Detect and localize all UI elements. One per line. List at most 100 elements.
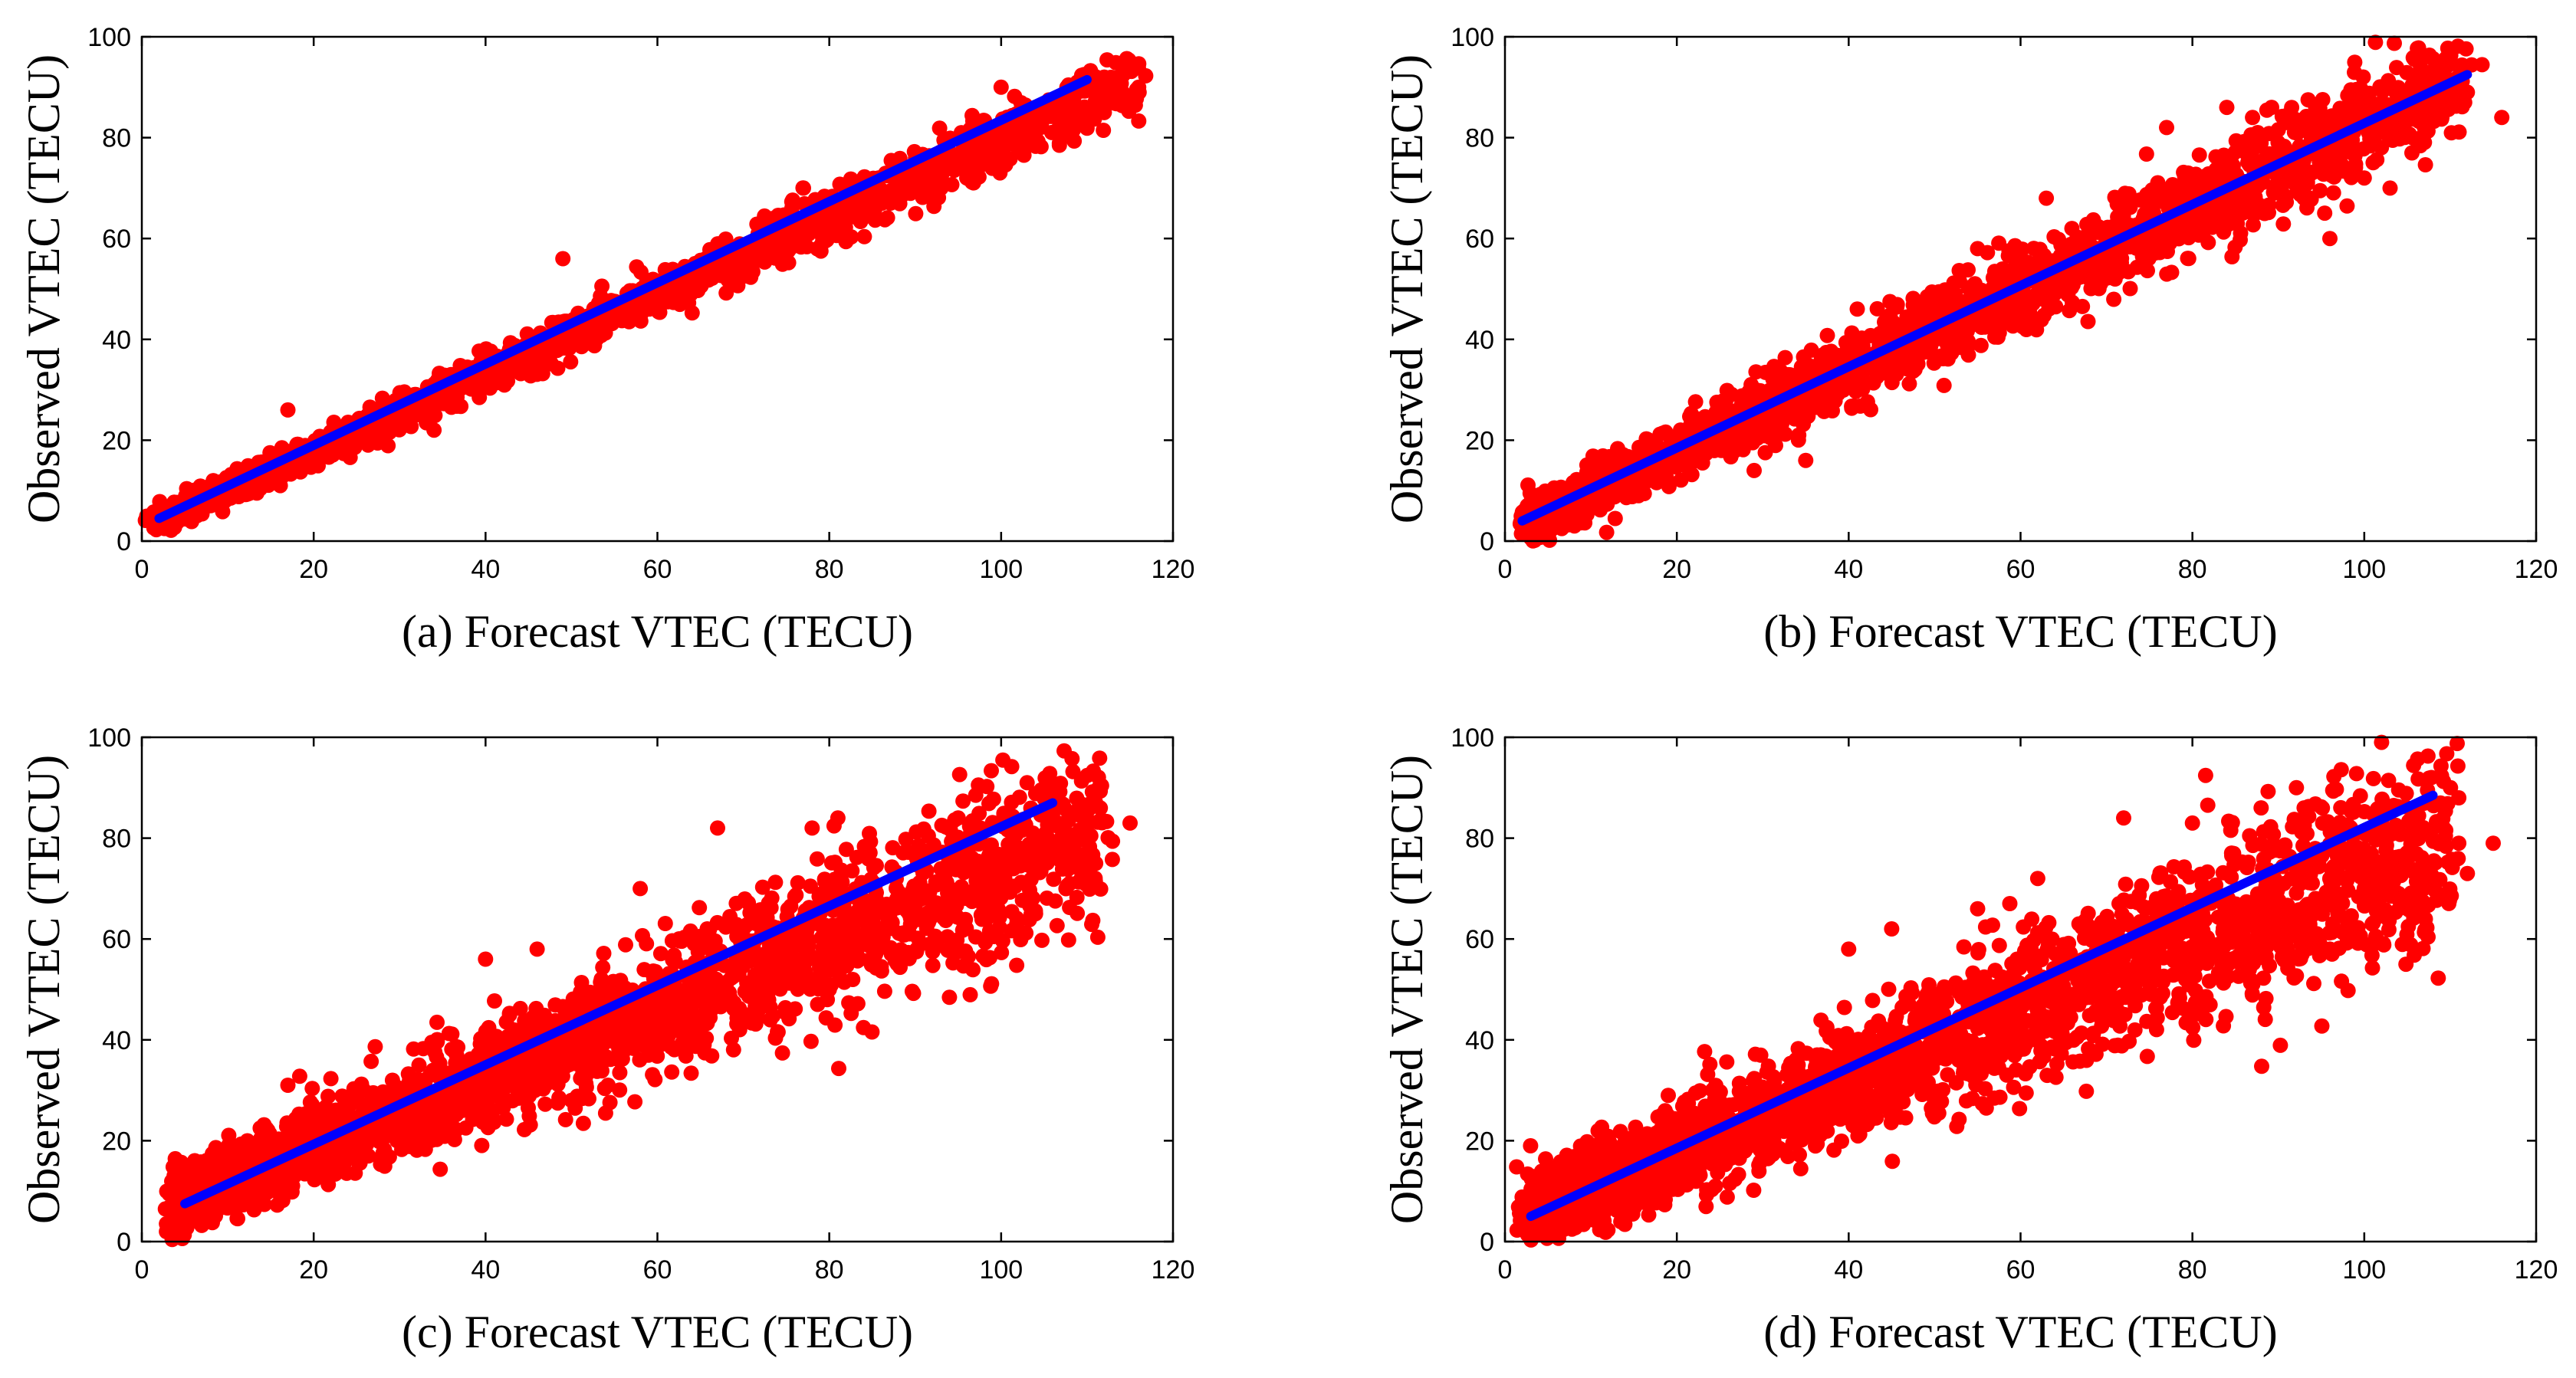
data-point (1960, 333, 1976, 349)
y-tick-label: 60 (102, 225, 131, 254)
x-tick-label: 0 (135, 555, 150, 584)
data-point (2228, 133, 2244, 149)
data-point (2150, 179, 2166, 195)
data-point (1937, 295, 1953, 311)
data-point (524, 350, 540, 366)
data-point (751, 251, 767, 267)
y-tick-label: 40 (102, 326, 131, 355)
data-point (2122, 281, 2138, 297)
data-point (2369, 152, 2385, 168)
data-point (261, 477, 277, 494)
data-point (1777, 349, 1793, 366)
data-point (2140, 263, 2155, 279)
data-point (2219, 100, 2235, 116)
data-point (1923, 337, 1939, 353)
data-point (2180, 251, 2196, 267)
data-point (1900, 361, 1916, 377)
data-point (1049, 917, 1065, 933)
data-point (932, 120, 948, 136)
data-point (2279, 114, 2295, 130)
data-point (1131, 113, 1147, 129)
data-point (1999, 314, 2015, 330)
data-point (1096, 104, 1112, 120)
data-point (2164, 264, 2180, 281)
data-point (2196, 221, 2213, 238)
data-point (2084, 222, 2100, 238)
data-point (2174, 216, 2190, 232)
data-point (2080, 313, 2096, 330)
data-point (976, 139, 992, 156)
data-point (2266, 184, 2282, 200)
x-tick-label: 80 (815, 555, 844, 584)
data-point (2387, 35, 2402, 51)
data-point (1014, 126, 1030, 142)
fit-line (154, 74, 1092, 523)
y-tick-label: 100 (1451, 23, 1494, 52)
data-point (1009, 957, 1025, 973)
x-tick-label: 60 (643, 555, 672, 584)
data-point (1819, 327, 1835, 343)
data-point (1109, 74, 1125, 90)
y-tick-label: 80 (1465, 124, 1494, 153)
data-point (2170, 231, 2187, 247)
data-point (274, 468, 291, 484)
data-point (1999, 263, 2015, 279)
data-point (474, 1137, 490, 1153)
data-point (1774, 374, 1790, 390)
data-point (1786, 411, 1802, 427)
data-point (1748, 364, 1764, 380)
data-point (429, 1014, 445, 1030)
data-point (2322, 231, 2338, 247)
data-point (1874, 324, 1890, 340)
data-point (2247, 202, 2263, 218)
data-point (2372, 79, 2388, 95)
data-point (280, 402, 296, 418)
x-tick-label: 0 (1498, 555, 1513, 584)
data-point (959, 170, 974, 186)
data-point (2224, 249, 2240, 264)
data-point (1073, 100, 1089, 116)
data-point (1066, 133, 1083, 149)
data-point (2147, 192, 2163, 208)
data-point (1131, 56, 1147, 72)
data-point (1790, 432, 1806, 448)
data-point (386, 417, 402, 433)
data-point (2458, 41, 2474, 57)
data-point (2156, 223, 2172, 239)
data-point (1943, 326, 1959, 343)
data-point (2382, 180, 2398, 196)
data-point (941, 989, 958, 1006)
data-point (1937, 282, 1953, 298)
data-point (2039, 190, 2055, 206)
data-point (2159, 120, 2174, 136)
data-point (2356, 170, 2372, 186)
y-tick-label: 40 (1465, 326, 1494, 355)
data-point (1121, 103, 1137, 120)
data-point (1746, 462, 1762, 478)
data-point (2240, 154, 2256, 170)
data-point (487, 993, 502, 1009)
data-point (908, 205, 924, 221)
data-point (427, 408, 443, 424)
y-axis-title: Observed VTEC (TECU) (18, 54, 69, 523)
data-point (2355, 69, 2371, 85)
data-point (534, 366, 550, 382)
data-point (627, 1094, 643, 1110)
data-point (553, 340, 569, 356)
data-point (1079, 120, 1095, 136)
data-point (993, 79, 1009, 95)
data-point (367, 1038, 383, 1055)
data-point (2430, 109, 2446, 125)
data-point (618, 937, 633, 953)
data-point (426, 422, 442, 438)
x-tick-label: 100 (979, 555, 1023, 584)
data-point (657, 916, 673, 931)
data-point (1853, 372, 1868, 389)
data-point (343, 435, 360, 451)
data-point (626, 300, 642, 316)
y-tick-label: 0 (1480, 527, 1494, 556)
data-point (1901, 376, 1917, 392)
data-point (2261, 126, 2277, 142)
